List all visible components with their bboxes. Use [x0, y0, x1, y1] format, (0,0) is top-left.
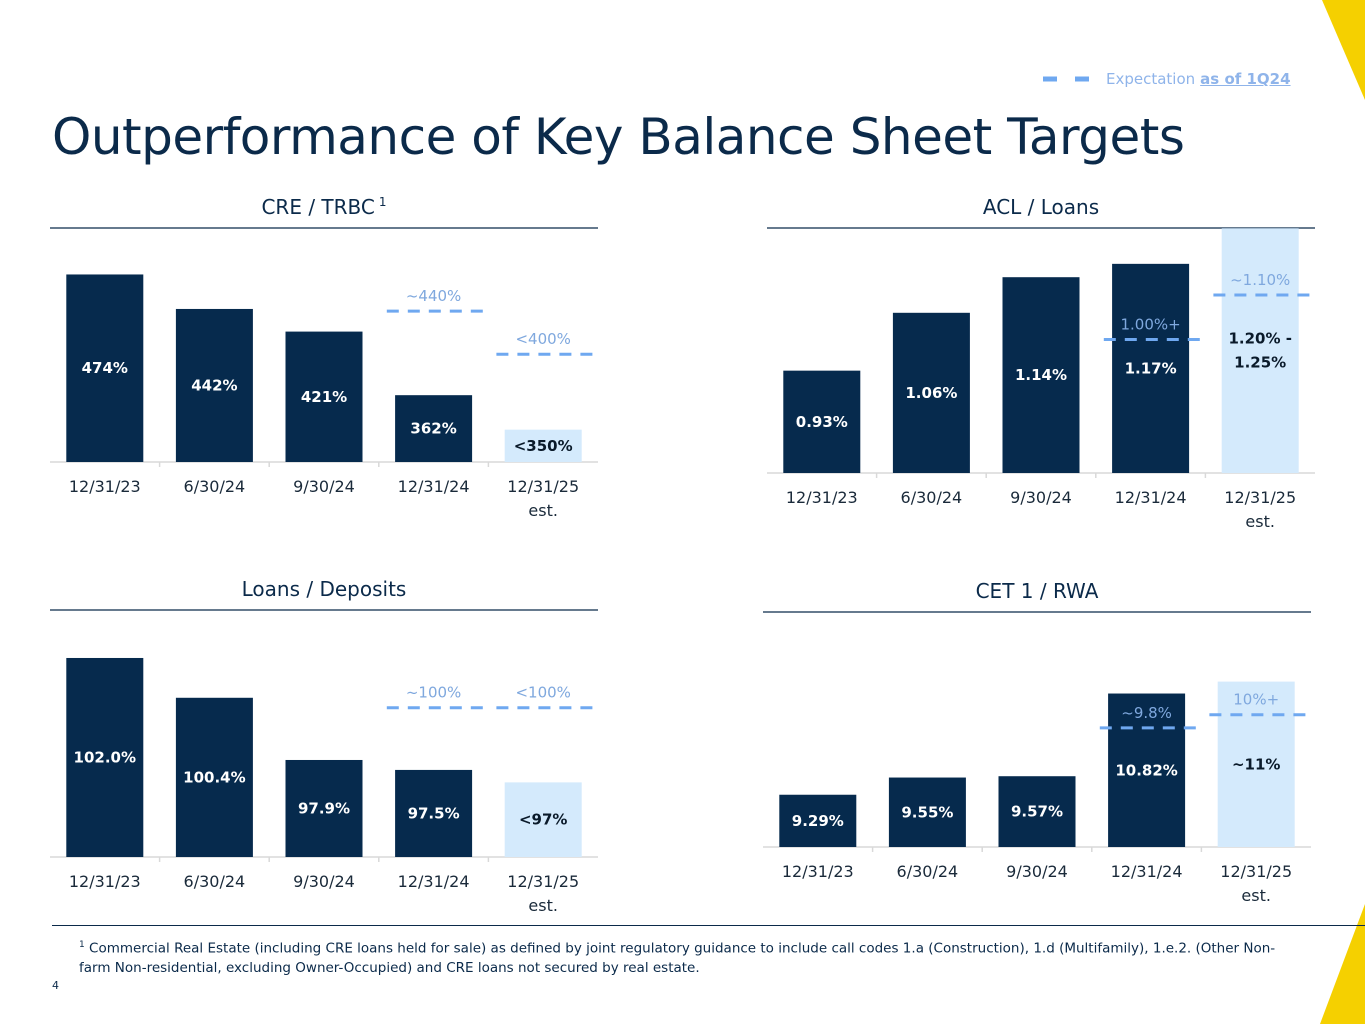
bar-9-30-24	[998, 776, 1076, 847]
expectation-label: 10%+	[1233, 691, 1279, 709]
bar-12-31-24	[395, 769, 473, 857]
chart-title: Loans / Deposits	[242, 577, 407, 601]
bar-12-31-23	[66, 274, 144, 462]
bar-value-label: <97%	[519, 811, 567, 829]
x-tick-label: 9/30/24	[293, 477, 355, 496]
bar-12-31-23	[66, 657, 144, 857]
x-tick-label: 12/31/25 est.	[507, 477, 579, 520]
x-tick-label: 9/30/24	[1010, 488, 1072, 507]
expectation-label: ~440%	[406, 287, 461, 305]
chart-title: CET 1 / RWA	[976, 579, 1099, 603]
bar-6-30-24	[888, 777, 966, 847]
chart-cre-trbc: CRE / TRBC 1 474% 12/31/23 442% 6/30/24 421% 9/…	[50, 195, 598, 520]
bar-9-30-24	[285, 759, 363, 857]
bar-value-label: 362%	[410, 420, 456, 438]
bar-value-label: 1.06%	[905, 384, 957, 402]
bar-value-label: 1.17%	[1125, 359, 1177, 377]
bar-value-label: 1.20% -1.25%	[1228, 330, 1292, 372]
x-tick-label: 6/30/24	[184, 872, 246, 891]
corner-accent-bottom	[1320, 904, 1365, 1024]
expectation-label: <400%	[515, 330, 570, 348]
x-tick-label: 9/30/24	[293, 872, 355, 891]
corner-accent-top	[1322, 0, 1365, 100]
bar-12-31-25-est	[1217, 681, 1295, 847]
expectation-label: <100%	[515, 684, 570, 702]
bar-value-label: 97.9%	[298, 799, 350, 817]
footer-divider	[52, 925, 1365, 926]
bar-12-31-23	[779, 794, 857, 847]
bar-value-label: 1.14%	[1015, 366, 1067, 384]
bar-12-31-25-est	[504, 429, 582, 462]
bar-6-30-24	[175, 697, 253, 857]
x-tick-label: 12/31/23	[69, 477, 141, 496]
bar-12-31-23	[783, 370, 861, 473]
x-tick-label: 12/31/23	[69, 872, 141, 891]
bar-value-label: 10.82%	[1115, 761, 1177, 779]
x-tick-label: 12/31/25 est.	[1224, 488, 1296, 531]
x-tick-label: 12/31/25 est.	[507, 872, 579, 915]
bar-value-label: 102.0%	[74, 748, 136, 766]
bar-value-label: ~11%	[1232, 755, 1280, 773]
bar-9-30-24	[1002, 277, 1080, 473]
bar-value-label: 0.93%	[796, 413, 848, 431]
bar-12-31-25-est	[1221, 228, 1299, 473]
chart-loans-deposits: Loans / Deposits 102.0% 12/31/23 100.4% 6/30…	[50, 577, 598, 915]
x-tick-label: 12/31/23	[782, 862, 854, 881]
footnote-text: Commercial Real Estate (including CRE lo…	[79, 940, 1276, 976]
bar-6-30-24	[175, 308, 253, 462]
bar-value-label: <350%	[514, 437, 573, 455]
bar-value-label: 9.55%	[901, 803, 953, 821]
x-tick-label: 12/31/24	[1115, 488, 1187, 507]
bar-value-label: 97.5%	[408, 804, 460, 822]
bar-value-label: 9.57%	[1011, 803, 1063, 821]
page-title: Outperformance of Key Balance Sheet Targ…	[52, 108, 1185, 166]
footnote: 1 Commercial Real Estate (including CRE …	[79, 936, 1299, 978]
footnote-marker: 1	[79, 940, 85, 950]
bar-value-label: 442%	[191, 376, 237, 394]
legend-label: Expectation	[1106, 70, 1196, 88]
expectation-label: ~1.10%	[1230, 271, 1290, 289]
x-tick-label: 12/31/24	[1111, 862, 1183, 881]
x-tick-label: 9/30/24	[1006, 862, 1068, 881]
x-tick-label: 6/30/24	[184, 477, 246, 496]
bar-12-31-25-est	[504, 782, 582, 857]
x-tick-label: 6/30/24	[901, 488, 963, 507]
expectation-label: ~9.8%	[1121, 704, 1172, 722]
chart-title: ACL / Loans	[983, 195, 1099, 219]
bar-6-30-24	[892, 312, 970, 473]
bar-9-30-24	[285, 331, 363, 462]
bar-value-label: 474%	[82, 359, 128, 377]
bar-12-31-24	[1112, 263, 1190, 473]
chart-cet1-rwa: CET 1 / RWA 9.29% 12/31/23 9.55% 6/30/24 9.57…	[763, 579, 1311, 905]
chart-title-footnote-ref: 1	[379, 195, 387, 209]
page-number: 4	[52, 979, 59, 992]
chart-title: CRE / TRBC 1	[261, 195, 386, 219]
bar-value-label: 100.4%	[183, 768, 245, 786]
bar-12-31-24	[395, 395, 473, 462]
expectation-label: 1.00%+	[1120, 316, 1180, 334]
expectation-legend: Expectation as of 1Q24	[1040, 68, 1291, 90]
x-tick-label: 12/31/24	[398, 477, 470, 496]
x-tick-label: 12/31/23	[786, 488, 858, 507]
chart-acl-loans: ACL / Loans 0.93% 12/31/23 1.06% 6/30/24 1.14…	[767, 195, 1315, 531]
legend-dash-icon	[1043, 76, 1090, 82]
legend-link[interactable]: as of 1Q24	[1200, 70, 1291, 88]
bar-value-label: 421%	[301, 388, 347, 406]
x-tick-label: 12/31/25 est.	[1220, 862, 1292, 905]
bar-12-31-24	[1108, 693, 1186, 847]
bar-value-label: 9.29%	[792, 812, 844, 830]
x-tick-label: 6/30/24	[897, 862, 959, 881]
x-tick-label: 12/31/24	[398, 872, 470, 891]
expectation-label: ~100%	[406, 684, 461, 702]
